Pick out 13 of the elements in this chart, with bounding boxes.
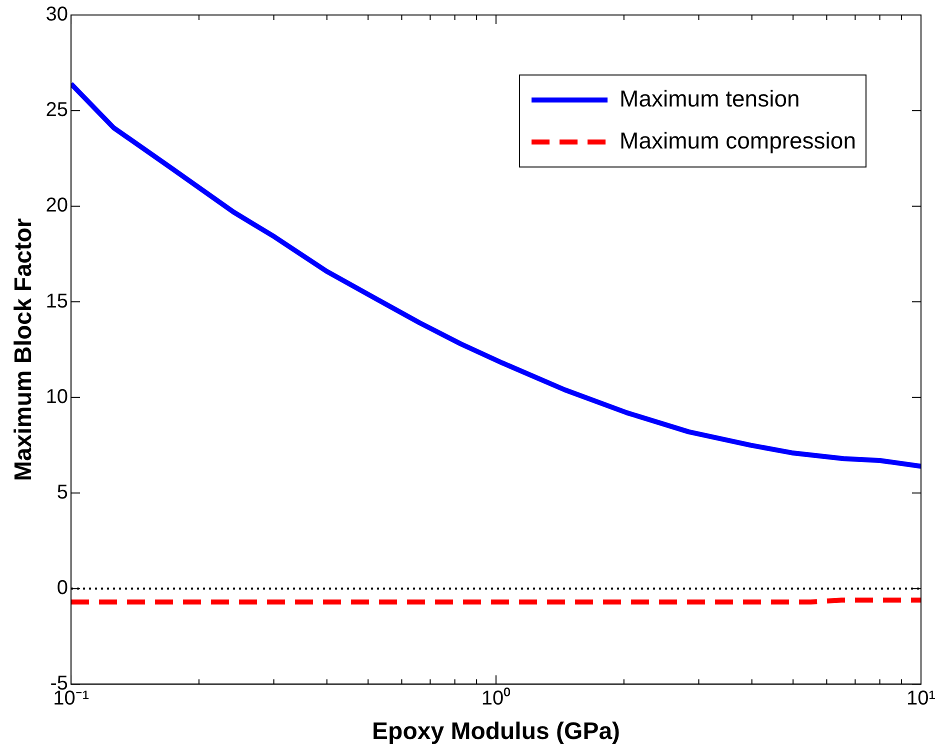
legend-label: Maximum tension <box>620 85 800 112</box>
y-tick-label: 15 <box>46 290 68 312</box>
y-axis-title: Maximum Block Factor <box>10 218 38 481</box>
x-axis-title: Epoxy Modulus (GPa) <box>372 718 620 746</box>
y-tick-label: 25 <box>46 99 68 122</box>
x-tick-label: 10⁰ <box>481 686 511 710</box>
y-tick-label: 20 <box>46 194 68 217</box>
y-tick-label: 5 <box>56 482 68 504</box>
x-tick-label: 10¹ <box>906 688 936 710</box>
y-tick-label: 30 <box>46 4 68 26</box>
y-tick-label: 0 <box>56 577 68 600</box>
legend-label: Maximum compression <box>620 127 856 154</box>
y-tick-label: 10 <box>46 386 68 408</box>
